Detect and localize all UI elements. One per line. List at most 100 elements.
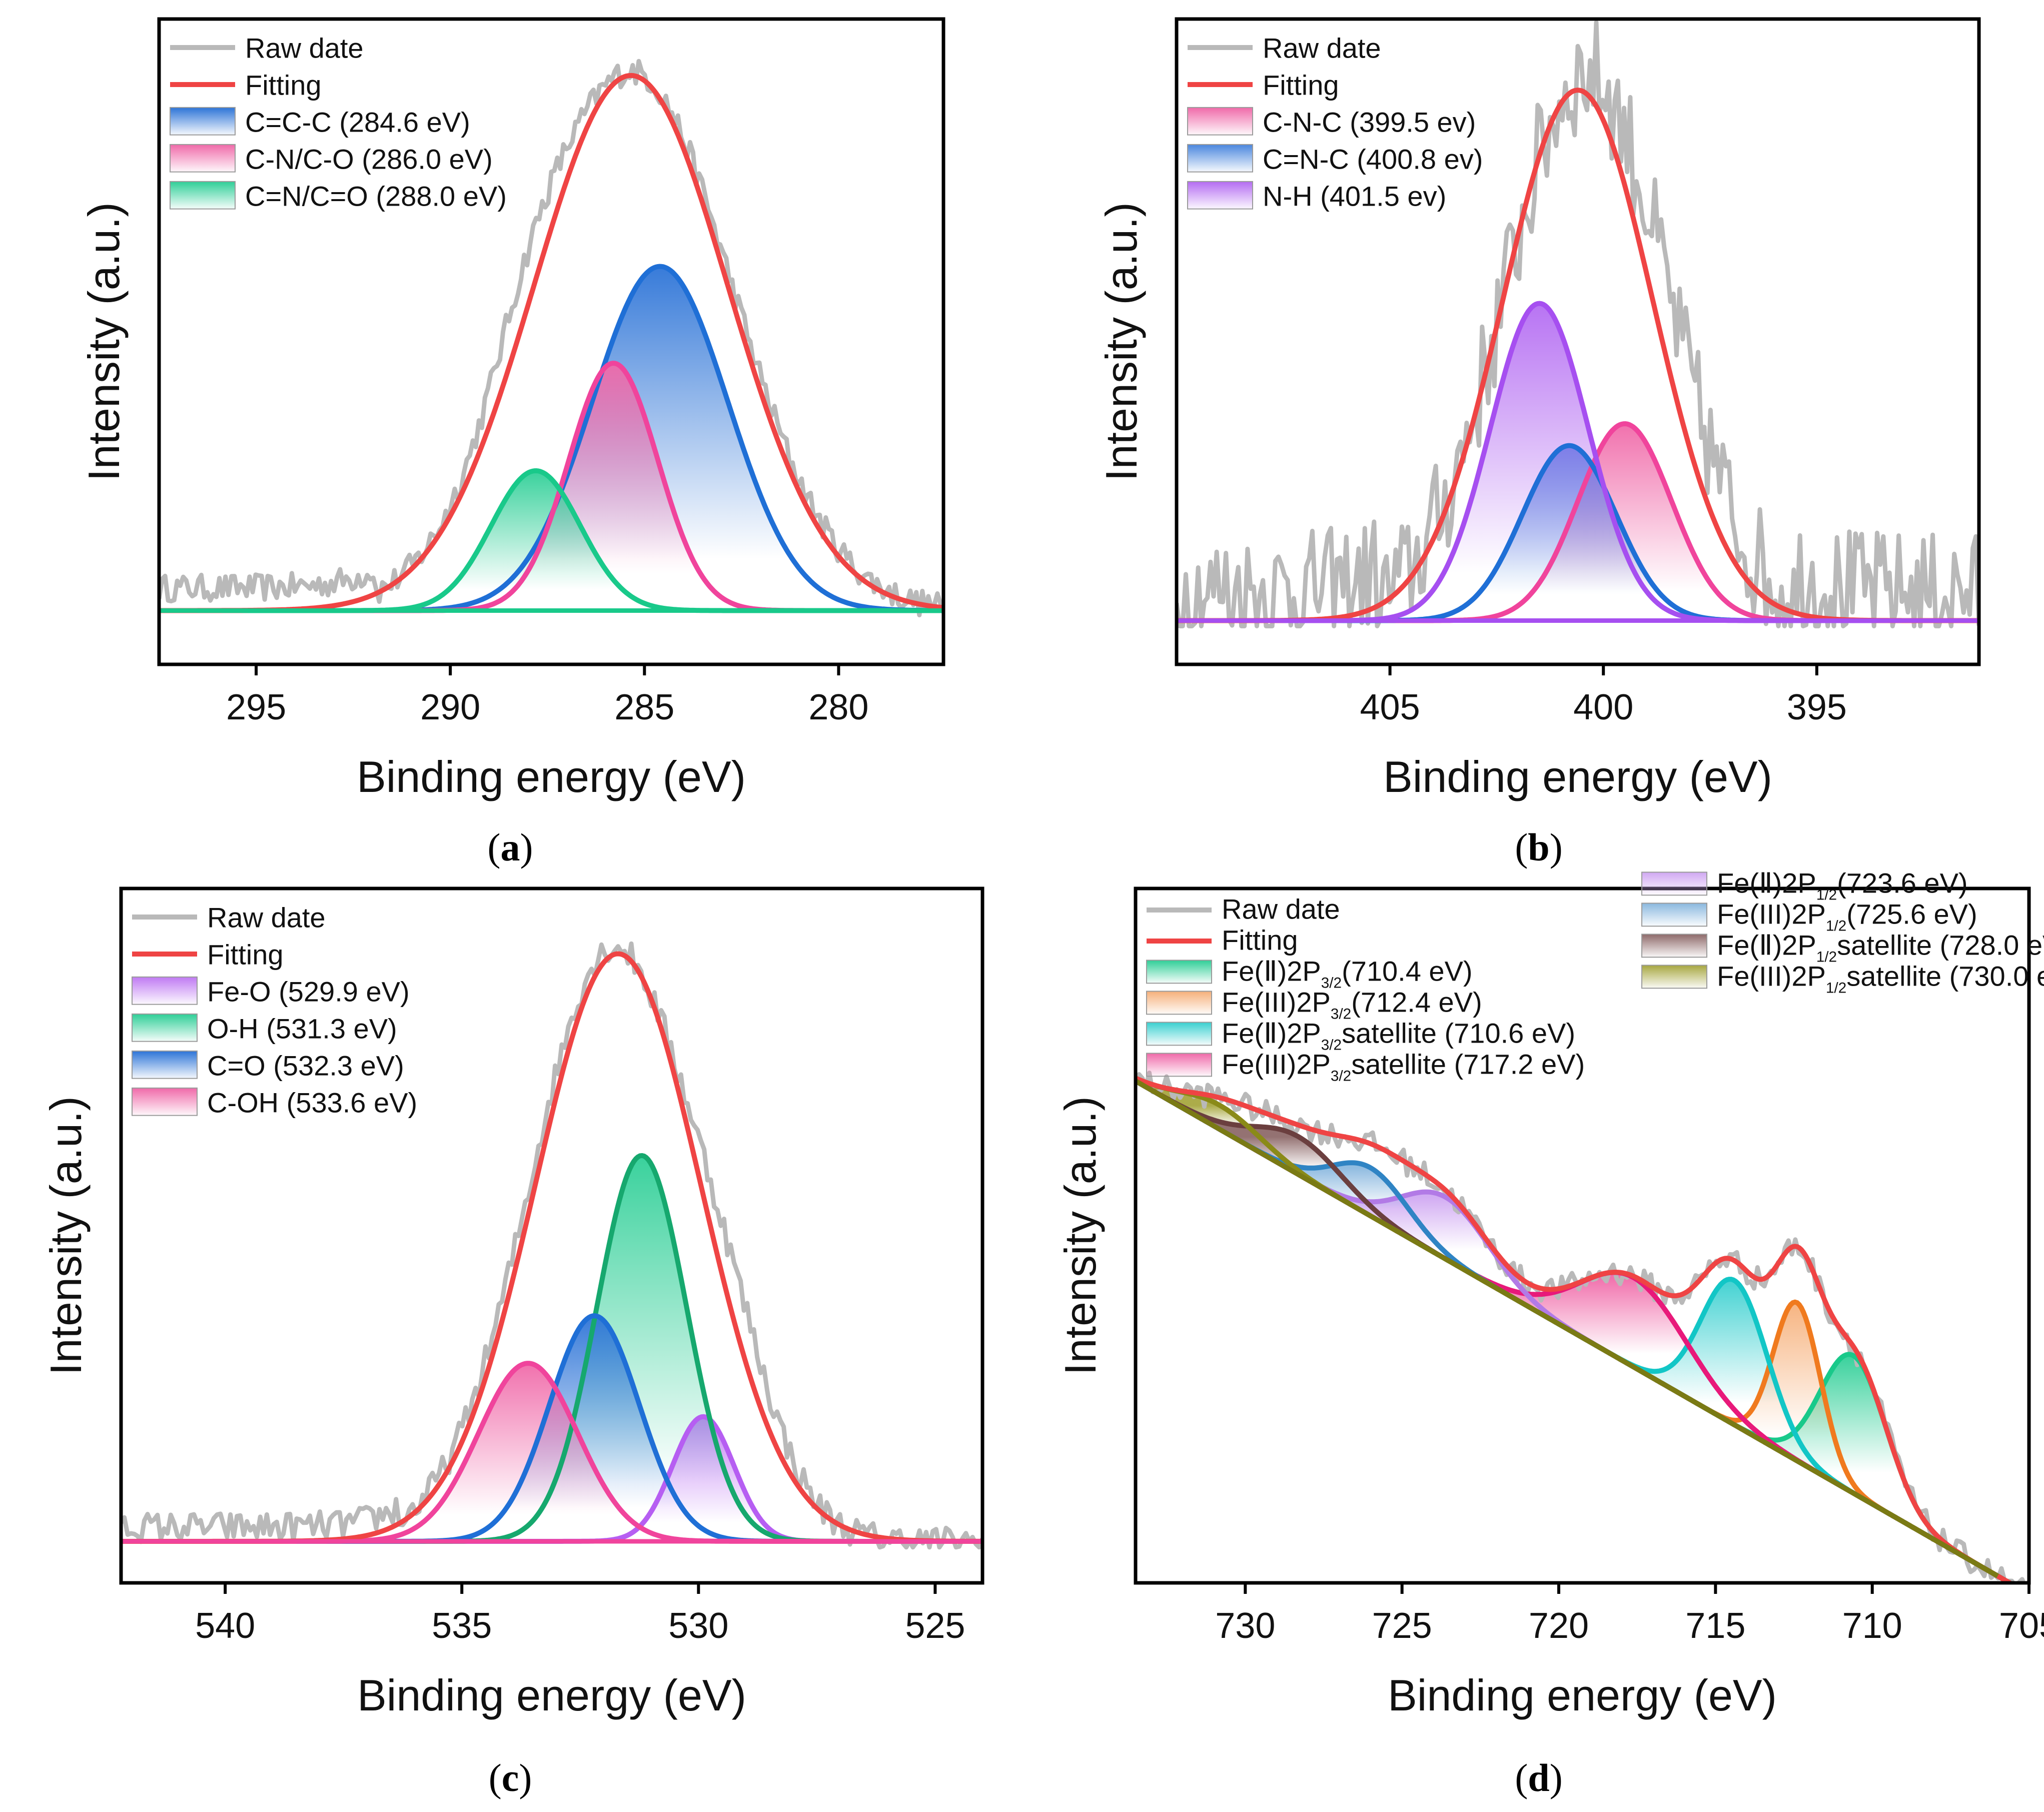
plot-frame-c [119,886,984,1585]
legend-label-value: (723.6 eV) [1837,867,1968,898]
series-raw-date [121,941,982,1550]
plot-frame-d [1134,886,2031,1585]
x-tick-label: 710 [1842,1606,1902,1646]
x-tick-label: 285 [614,687,674,727]
plot-area-c [121,941,982,1550]
legend-label: C=O (532.3 eV) [207,1050,404,1082]
legend-label-sub: 3/2 [1331,1068,1351,1084]
legend-item-fe-2p-satellite-710-6-ev: Fe(Ⅱ)2P3/2satellite (710.6 eV) [1146,1017,1575,1053]
legend-label: Fe(Ⅱ)2P3/2satellite (710.6 eV) [1222,1017,1575,1053]
legend-item-raw-date: Raw date [1188,33,1381,64]
legend-swatch [1641,871,1707,896]
plot-area-b [1177,20,1979,628]
legend-item-fe-iii-2p-satellite-717-2-ev: Fe(III)2P3/2satellite (717.2 eV) [1146,1048,1585,1084]
legend-a: Raw date Fitting C=C-C (284.6 eV) C-N/C-O (… [170,33,507,212]
y-axis-title: Intensity (a.u.) [1056,1096,1105,1375]
x-tick-label: 400 [1573,687,1633,727]
legend-swatch [132,1013,198,1042]
legend-label-value: satellite (728.0 eV) [1837,929,2044,961]
legend-label-value: (710.4 eV) [1342,955,1473,987]
legend-label-main: Fe(Ⅱ)2P [1717,867,1816,898]
caption-open: ( [1515,825,1528,869]
legend-label: Raw date [1222,893,1340,925]
legend-label: C=C-C (284.6 eV) [245,107,470,138]
legend-label: O-H (531.3 eV) [207,1013,397,1045]
x-tick-label: 295 [226,687,286,727]
legend-swatch [132,1087,198,1116]
legend-label: Fitting [1222,924,1298,956]
panel-caption-b: (b) [1515,825,1562,869]
legend-label: Fitting [245,70,322,101]
caption-open: ( [489,1756,502,1799]
legend-swatch [1187,181,1253,210]
plot-frame-b [1175,17,1981,666]
panel-caption-c: (c) [489,1756,532,1799]
series-raw-date [159,59,943,617]
caption-open: ( [1515,1756,1528,1799]
plot-area-d [1136,1071,2029,1583]
legend-label-main: Fe(III)2P [1222,1048,1331,1080]
legend-item-fe-2p-710-4-ev: Fe(Ⅱ)2P3/2(710.4 eV) [1146,955,1473,991]
legend-item-fitting: Fitting [132,939,284,971]
legend-swatch [1641,902,1707,927]
caption-letter: b [1528,825,1549,869]
legend-label-value: satellite (730.0 eV) [1846,960,2044,992]
legend-label-value: (725.6 eV) [1846,898,1977,930]
legend-label-sub: 3/2 [1321,975,1342,991]
legend-swatch [132,1050,198,1079]
caption-letter: a [501,825,520,869]
x-tick-label: 730 [1215,1606,1275,1646]
caption-close: ) [1550,825,1563,869]
legend-label: C=N/C=O (288.0 eV) [245,181,507,212]
caption-open: ( [488,825,501,869]
legend-item-c-oh-533-6-ev: C-OH (533.6 eV) [132,1087,417,1119]
legend-label: Fe(III)2P1/2(725.6 eV) [1717,898,1977,934]
x-axis-title: Binding energy (eV) [1383,752,1772,801]
legend-label: Raw date [1263,33,1381,64]
legend-item-fe-o-529-9-ev: Fe-O (529.9 eV) [132,976,410,1008]
x-tick-label: 525 [905,1606,965,1646]
legend-swatch [1146,1053,1212,1077]
panel-d: 730 725 720 715 710 705 Binding energy (eV) Int… [1056,867,2044,1799]
legend-label-sub: 1/2 [1826,918,1846,934]
series-raw-date [1177,20,1979,628]
legend-label: Fe(III)2P1/2satellite (730.0 eV) [1717,960,2044,996]
x-tick-label: 530 [668,1606,728,1646]
legend-swatch [1146,991,1212,1015]
legend-swatch [1187,107,1253,136]
legend-item-c-o-532-3-ev: C=O (532.3 eV) [132,1050,404,1082]
legend-item-c-n-c-o-288-0-ev: C=N/C=O (288.0 eV) [170,181,507,212]
legend-swatch [132,976,198,1005]
legend-item-c-n-c-o-286-0-ev: C-N/C-O (286.0 eV) [170,144,493,175]
legend-item-c-n-c-400-8-ev: C=N-C (400.8 ev) [1187,144,1483,175]
legend-item-fe-iii-2p-725-6-ev: Fe(III)2P1/2(725.6 eV) [1641,898,1977,934]
legend-label: Fe(Ⅱ)2P1/2(723.6 eV) [1717,867,1968,903]
legend-label-value: satellite (710.6 eV) [1342,1017,1575,1049]
legend-item-c-n-c-399-5-ev: C-N-C (399.5 ev) [1187,107,1476,138]
y-axis-title: Intensity (a.u.) [79,202,129,481]
legend-label: N-H (401.5 ev) [1263,181,1446,212]
x-tick-label: 705 [1999,1606,2044,1646]
plot-frame-a [157,17,945,666]
legend-label-main: Fe(Ⅱ)2P [1222,955,1321,987]
legend-item-n-h-401-5-ev: N-H (401.5 ev) [1187,181,1446,212]
legend-label: Raw date [207,902,326,934]
legend-swatch [1187,144,1253,173]
legend-label: Fe-O (529.9 eV) [207,976,410,1008]
legend-label: Fe(III)2P3/2(712.4 eV) [1222,986,1482,1022]
legend-item-c-c-c-284-6-ev: C=C-C (284.6 eV) [170,107,470,138]
x-axis-title: Binding energy (eV) [357,752,746,801]
legend-label-value: satellite (717.2 eV) [1351,1048,1585,1080]
legend-item-fe-iii-2p-712-4-ev: Fe(III)2P3/2(712.4 eV) [1146,986,1482,1022]
legend-label-sub: 1/2 [1826,980,1846,996]
x-tick-label: 725 [1372,1606,1432,1646]
legend-item-raw-date: Raw date [170,33,364,64]
series-fitting [1136,1076,2015,1583]
legend-item-fe-iii-2p-satellite-730-0-ev: Fe(III)2P1/2satellite (730.0 eV) [1641,960,2044,996]
x-tick-label: 535 [432,1606,492,1646]
legend-label-sub: 3/2 [1331,1006,1351,1022]
legend-item-o-h-531-3-ev: O-H (531.3 eV) [132,1013,397,1045]
legend-item-fitting: Fitting [1188,70,1339,101]
